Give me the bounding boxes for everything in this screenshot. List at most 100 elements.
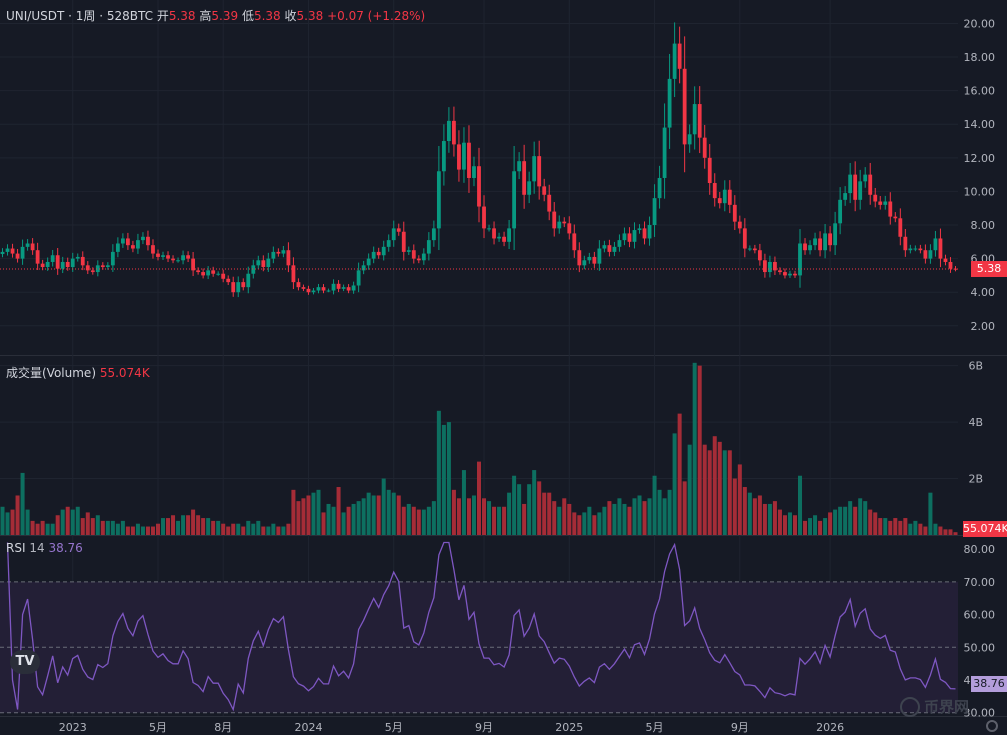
volume-bar xyxy=(361,498,366,535)
tradingview-logo-icon[interactable]: TV xyxy=(10,650,40,674)
candle-body xyxy=(672,43,677,79)
volume-bar xyxy=(181,515,186,535)
candle-body xyxy=(883,201,888,205)
interval-label[interactable]: · 1周 · 528BTC xyxy=(68,9,153,23)
candle-body xyxy=(75,256,80,259)
volume-bar xyxy=(512,475,517,535)
volume-bar xyxy=(241,526,246,535)
volume-bar xyxy=(125,526,130,535)
symbol-label[interactable]: UNI/USDT xyxy=(6,9,65,23)
volume-bar xyxy=(476,461,482,535)
volume-bar xyxy=(50,523,55,535)
volume-bar xyxy=(702,444,707,535)
candle-body xyxy=(286,250,291,266)
volume-bar xyxy=(542,492,547,535)
volume-bar xyxy=(426,506,431,535)
candle-body xyxy=(582,260,587,266)
candle-body xyxy=(803,243,807,251)
volume-bar xyxy=(95,515,100,535)
candle-body xyxy=(682,68,687,145)
candle-body xyxy=(592,256,597,264)
volume-value: 55.074K xyxy=(99,366,150,380)
volume-bar xyxy=(166,518,171,535)
candle-body xyxy=(863,174,868,182)
candle-body xyxy=(793,273,797,276)
candle-body xyxy=(477,166,481,207)
volume-bar xyxy=(436,410,441,535)
close-value: 5.38 xyxy=(296,9,324,23)
candle-body xyxy=(702,137,707,158)
x-tick-label: 8月 xyxy=(214,721,232,734)
volume-bar xyxy=(943,529,948,535)
volume-bar xyxy=(752,498,757,535)
volume-bar xyxy=(0,506,5,535)
price-tick-label: 16.00 xyxy=(964,85,996,98)
price-tick-label: 12.00 xyxy=(964,152,996,165)
candle-body xyxy=(181,255,185,261)
volume-bar xyxy=(221,523,226,535)
high-value: 5.39 xyxy=(211,9,239,23)
candle-body xyxy=(712,183,717,199)
volume-bar xyxy=(376,495,381,535)
candle-body xyxy=(401,231,406,252)
candle-body xyxy=(191,258,196,271)
volume-bar xyxy=(933,523,938,535)
candle-body xyxy=(216,273,221,275)
volume-bar xyxy=(697,365,702,535)
volume-bar xyxy=(150,526,155,535)
candle-body xyxy=(547,194,552,212)
volume-bar xyxy=(456,498,461,535)
volume-bar xyxy=(55,515,60,535)
candle-body xyxy=(913,248,918,250)
volume-bar xyxy=(466,498,471,535)
volume-bar xyxy=(281,526,286,535)
volume-bar xyxy=(682,481,687,535)
candle-body xyxy=(90,270,95,273)
volume-bar xyxy=(145,526,150,535)
volume-label[interactable]: 成交量(Volume) xyxy=(6,366,96,380)
volume-bar xyxy=(482,498,487,535)
volume-bar xyxy=(90,518,95,535)
volume-bar xyxy=(602,506,607,535)
candle-body xyxy=(482,206,486,229)
volume-bar xyxy=(331,506,336,535)
candle-body xyxy=(762,260,767,273)
candle-body xyxy=(30,243,35,251)
candle-body xyxy=(607,245,612,252)
settings-gear-icon[interactable] xyxy=(986,720,998,732)
volume-bar xyxy=(848,501,853,535)
candle-body xyxy=(853,174,858,200)
volume-bar xyxy=(461,470,466,535)
candle-body xyxy=(386,240,391,247)
volume-bar xyxy=(356,501,361,535)
candle-body xyxy=(0,251,5,255)
x-tick-label: 5月 xyxy=(646,721,664,734)
volume-bar xyxy=(431,501,436,535)
candle-body xyxy=(136,240,140,249)
candle-body xyxy=(201,272,206,276)
volume-bar xyxy=(226,526,231,535)
volume-bar xyxy=(336,487,341,535)
candle-body xyxy=(908,248,913,251)
candle-body xyxy=(527,181,532,195)
close-label: 收 xyxy=(284,9,297,23)
volume-bar xyxy=(196,515,201,535)
volume-bar xyxy=(15,495,20,535)
volume-bar xyxy=(662,498,667,535)
candle-body xyxy=(637,228,642,231)
volume-bar xyxy=(737,464,742,535)
volume-bar xyxy=(291,489,296,535)
volume-bar xyxy=(592,515,597,535)
x-tick-label: 2026 xyxy=(816,721,844,734)
candle-body xyxy=(296,282,301,288)
price-tick-label: 2.00 xyxy=(971,320,996,333)
candle-body xyxy=(943,258,948,262)
candle-body xyxy=(617,240,622,247)
candle-body xyxy=(452,120,456,145)
volume-bar xyxy=(567,503,572,535)
volume-bar xyxy=(657,489,662,535)
rsi-label[interactable]: RSI xyxy=(6,541,26,555)
volume-bar xyxy=(843,506,848,535)
